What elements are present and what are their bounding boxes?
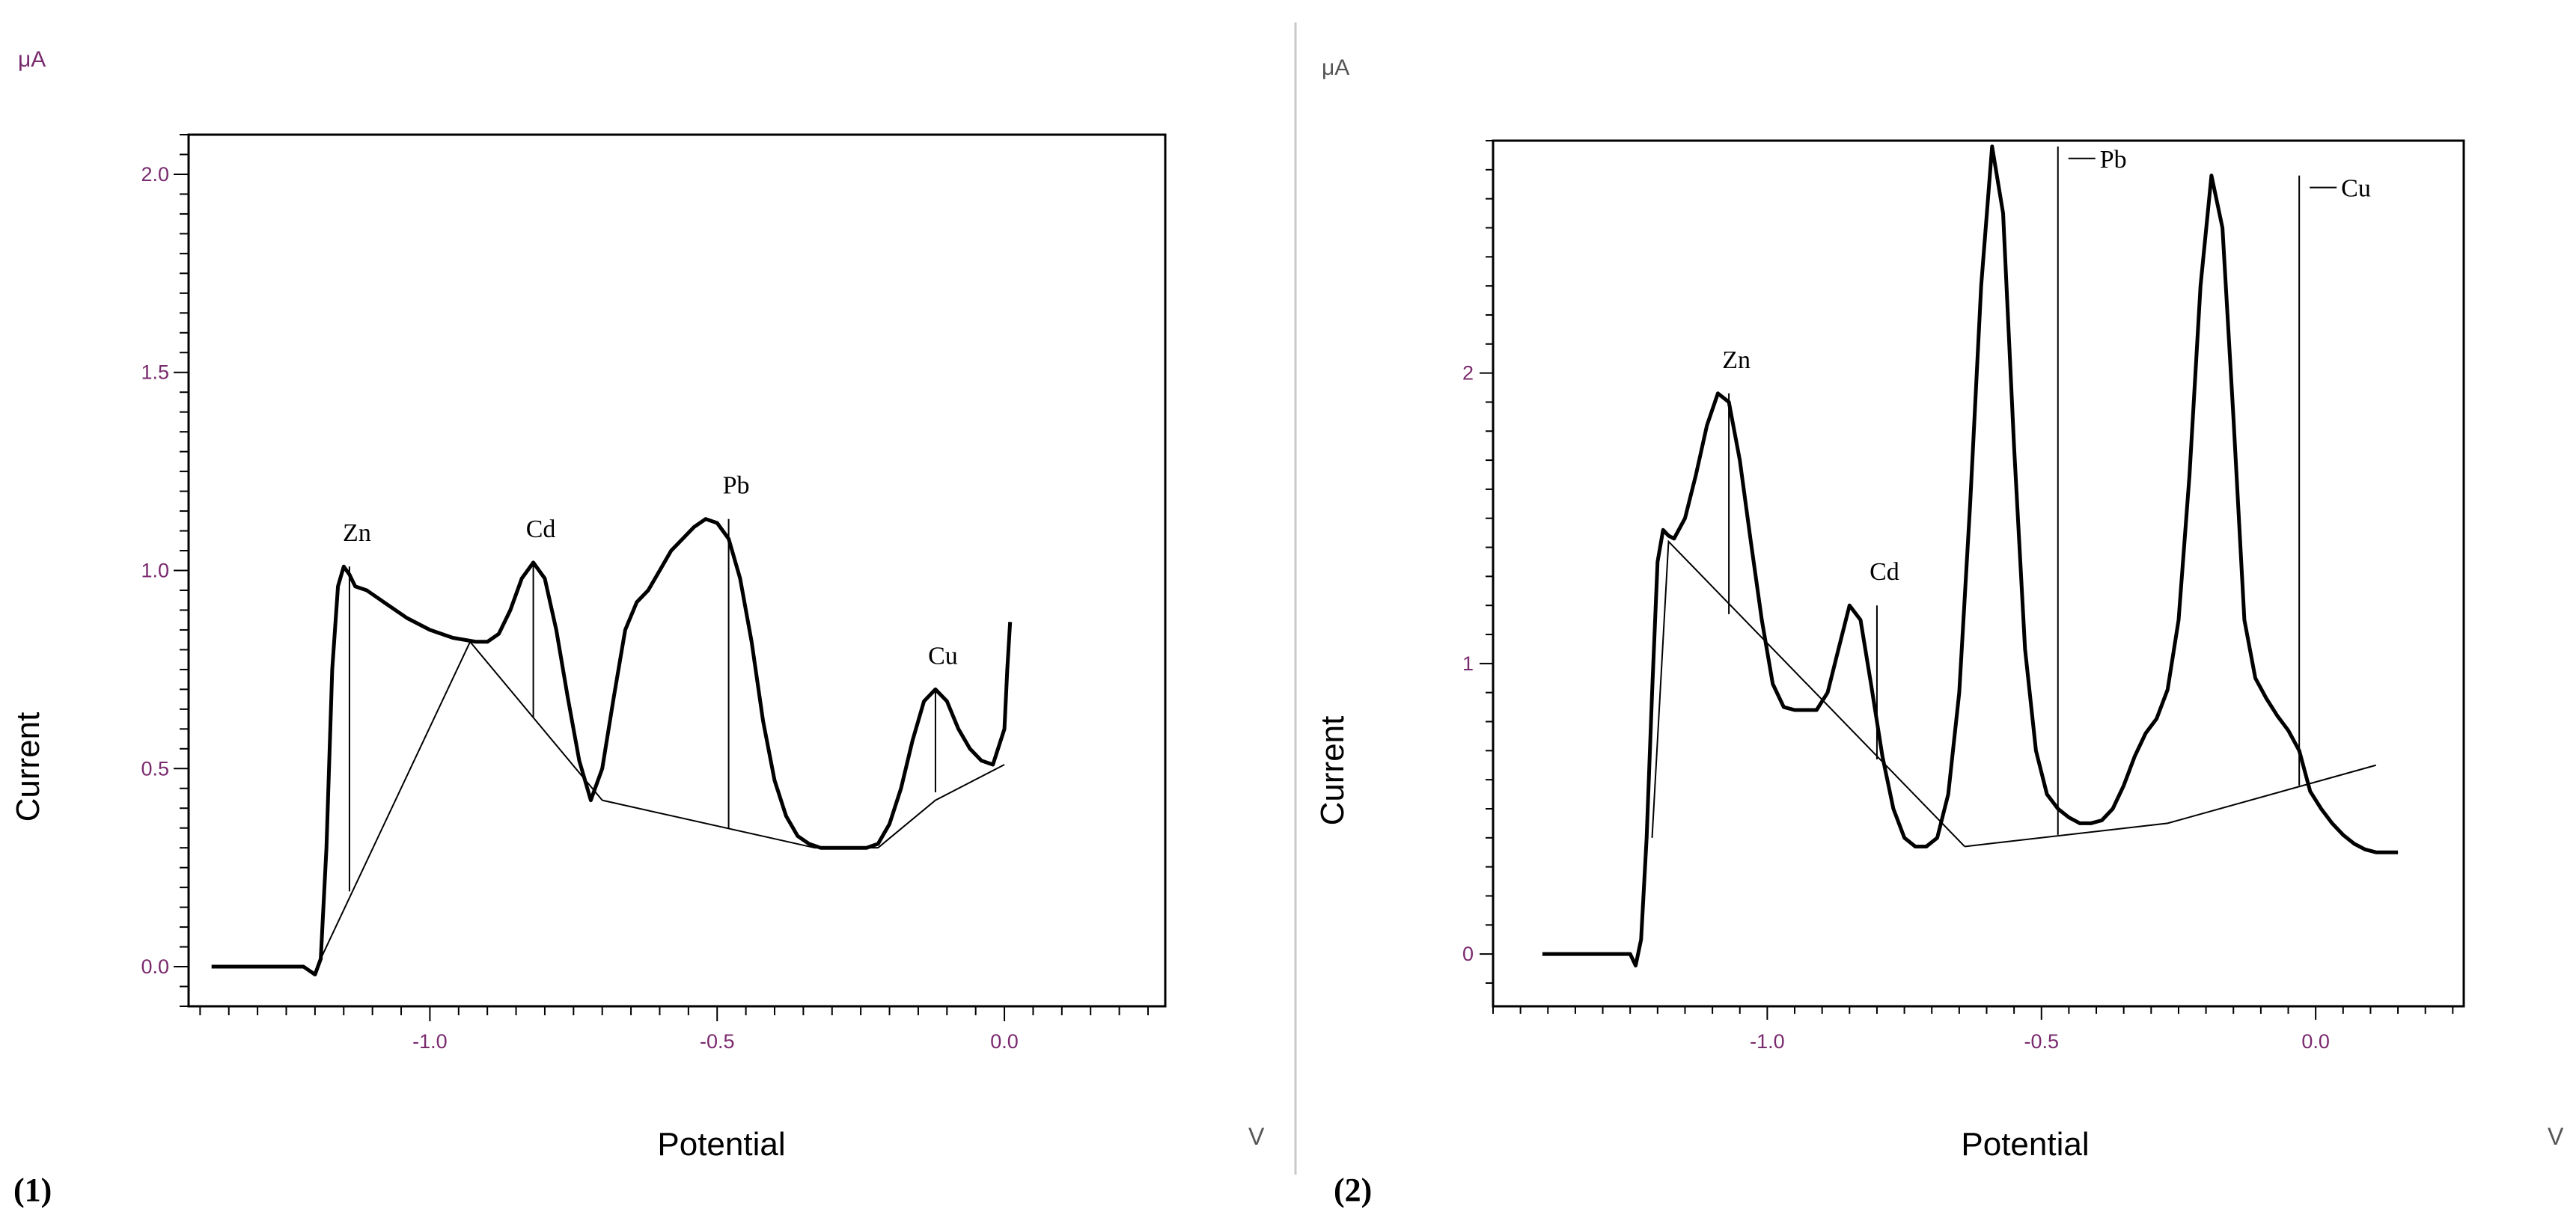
peak-height-lines [1728,146,2301,835]
peak-label-cd: Cd [526,515,556,543]
baseline-segment [877,764,1005,848]
y-tick-label: 0.0 [141,955,169,978]
peak-label-pb: Pb [2100,146,2127,174]
y-unit-label: μA [1322,55,1349,80]
x-axis-title: Potential [657,1126,785,1163]
peak-label-zn: Zn [1722,346,1751,374]
x-tick-label: -1.0 [412,1030,448,1053]
x-unit-label: V [2548,1123,2564,1150]
current-curve [1542,144,2399,968]
chart-panel-2: μA 0 1 2 -1.0 -0.5 0.0 Zn Cd Pb Cu Potential Cu… [1314,55,2564,1208]
x-tick-label: -1.0 [1750,1030,1785,1053]
x-tick-label: -0.5 [2024,1030,2060,1053]
x-unit-label: V [1248,1123,1265,1150]
y-tick-label: 0.5 [141,757,169,780]
baseline-segment [1651,539,1965,848]
baseline-segment [602,799,879,849]
y-axis-title: Current [1314,716,1351,826]
peak-baselines [320,640,1005,959]
peak-label-cu: Cu [928,642,958,670]
chart-panel-1: μA 0.00.51.01.52.0 -1.0 -0.5 0.0 Zn CdPbCu … [10,47,1265,1208]
y-tick-label: 0 [1462,943,1474,965]
plot-frame [187,133,1167,1008]
baseline-segment [320,640,603,959]
y-tick-label: 1.5 [141,361,169,384]
panel-label: (2) [1334,1172,1372,1208]
y-tick-label: 1 [1462,652,1474,675]
peak-label-cd: Cd [1870,558,1899,586]
x-axis-ticks: -1.0 -0.5 0.0 [199,1006,1149,1053]
x-tick-label: 0.0 [2301,1030,2330,1053]
baseline-segment [1965,764,2377,848]
x-axis-ticks: -1.0 -0.5 0.0 [1492,1006,2454,1053]
x-tick-label: -0.5 [700,1030,735,1053]
y-axis-ticks: 0.0 0.5 1.0 1.5 2.0 [141,134,189,1007]
y-tick-label: 2 [1462,362,1474,385]
peak-label-zn: Zn [343,519,371,547]
y-axis-title: Current [10,712,46,822]
y-tick-label: 2.0 [141,163,169,186]
panel-label: (1) [13,1172,52,1208]
y-tick-label: 1.0 [141,560,169,582]
peak-labels: Zn Cd Pb Cu [343,472,958,670]
peak-height-lines [348,518,936,892]
current-curve [211,517,1013,977]
plot-frame [1492,139,2465,1008]
peak-baselines [1651,539,2377,848]
peak-labels: Zn Cd Pb Cu [1722,146,2371,586]
peak-label-cu: Cu [2341,175,2371,203]
peak-label-pb: Pb [723,472,750,500]
x-axis-title: Potential [1961,1126,2089,1163]
y-axis-ticks: 0 1 2 [1462,140,1493,984]
y-unit-label: μA [18,47,46,72]
x-tick-label: 0.0 [990,1030,1019,1053]
